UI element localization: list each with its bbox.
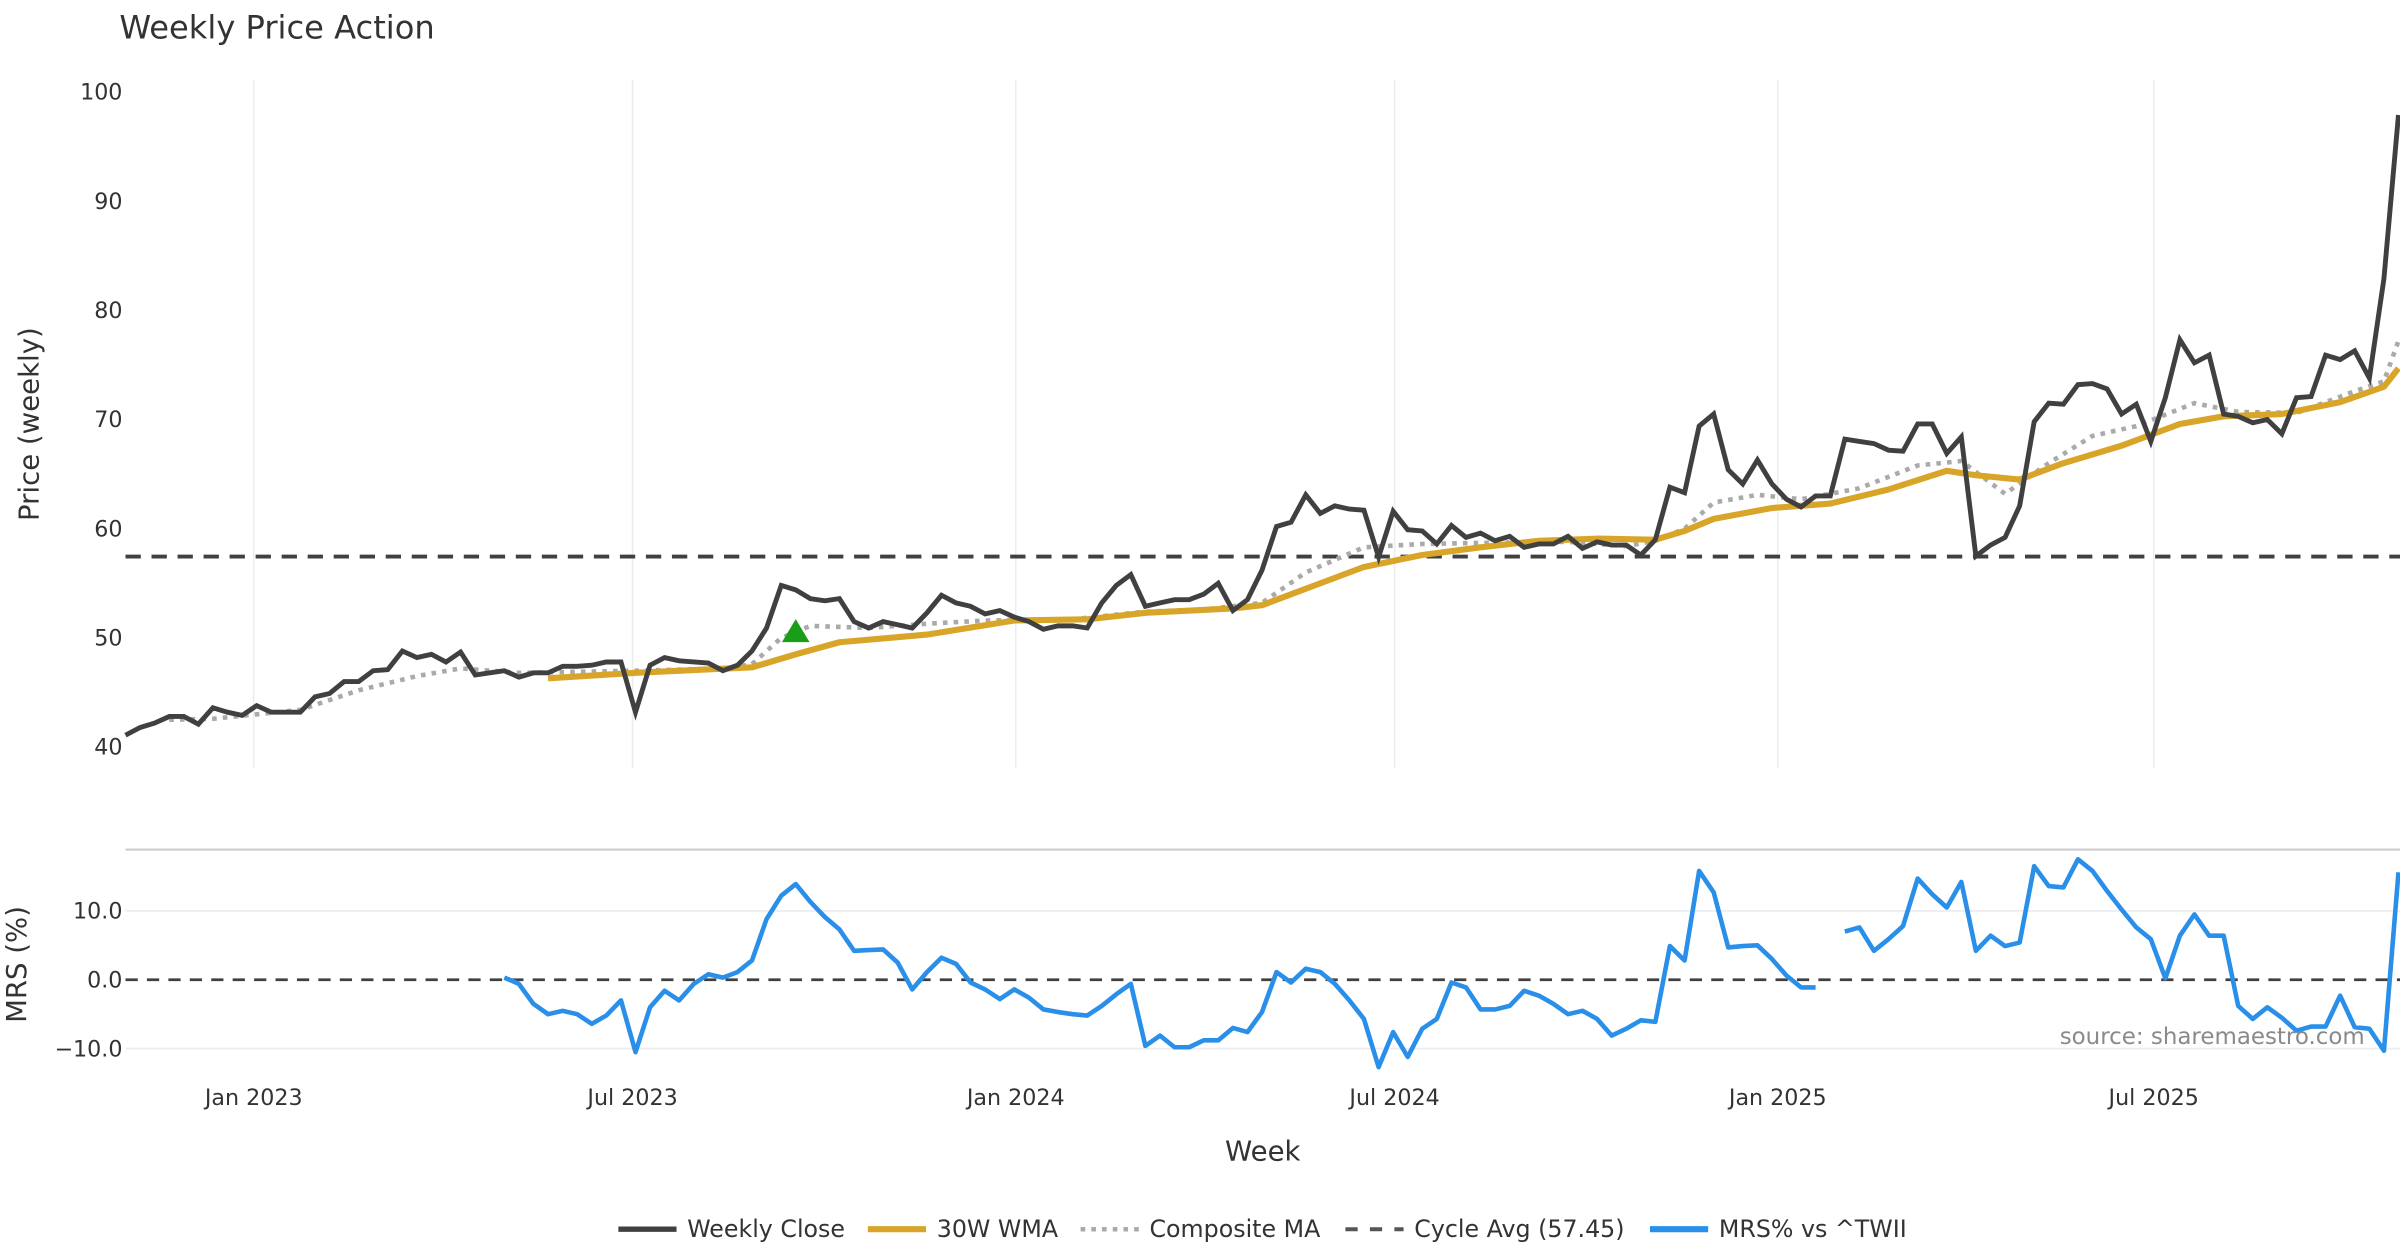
price-y-tick-label: 80 (94, 298, 122, 324)
price-y-tick-label: 90 (94, 189, 122, 215)
composite-ma-line (169, 340, 2400, 723)
price-y-ticks: 100 90 80 70 60 50 40 (80, 80, 122, 761)
legend-item-label: MRS% vs ^TWII (1719, 1215, 1907, 1243)
x-tick-label: Jan 2025 (1727, 1085, 1827, 1111)
x-tick-label: Jul 2025 (2107, 1085, 2199, 1111)
price-y-tick-label: 60 (94, 516, 122, 542)
price-y-tick-label: 50 (94, 626, 122, 652)
x-tick-label: Jul 2023 (585, 1085, 677, 1111)
x-ticks: Jan 2023 Jul 2023 Jan 2024 Jul 2024 Jan 2025… (203, 1085, 2199, 1111)
mrs-y-tick-label: 0.0 (87, 967, 122, 993)
legend-item-label: Cycle Avg (57.45) (1414, 1215, 1624, 1243)
weekly-close-line (124, 114, 2400, 738)
x-tick-label: Jan 2023 (203, 1085, 303, 1111)
price-vertical-grid (252, 79, 2155, 769)
mrs-y-ticks: 10.0 0.0 −10.0 (54, 899, 122, 1063)
mrs-line (503, 856, 2400, 1070)
buy-signal-triangle-marker (781, 619, 810, 643)
legend-item-label: Composite MA (1149, 1215, 1321, 1243)
x-axis-label: Week (1225, 1135, 1301, 1167)
price-y-tick-label: 40 (94, 735, 122, 761)
mrs-y-tick-label: 10.0 (73, 899, 122, 925)
source-annotation: source: sharemaestro.com (2060, 1024, 2365, 1050)
x-tick-label: Jul 2024 (1347, 1085, 1439, 1111)
plot-area (124, 114, 2400, 1070)
x-tick-label: Jan 2024 (965, 1085, 1065, 1111)
legend-item-label: Weekly Close (687, 1215, 845, 1243)
legend: Weekly Close 30W WMA Composite MA Cycle Avg… (618, 1215, 1907, 1243)
price-y-tick-label: 70 (94, 407, 122, 433)
price-y-tick-label: 100 (80, 80, 122, 106)
mrs-y-tick-label: −10.0 (54, 1036, 122, 1062)
chart-title: Weekly Price Action (119, 8, 434, 46)
legend-item-label: 30W WMA (937, 1215, 1059, 1243)
mrs-y-label: MRS (%) (1, 906, 33, 1023)
price-y-label: Price (weekly) (13, 327, 45, 521)
mrs-horizontal-grid (125, 909, 2400, 1050)
